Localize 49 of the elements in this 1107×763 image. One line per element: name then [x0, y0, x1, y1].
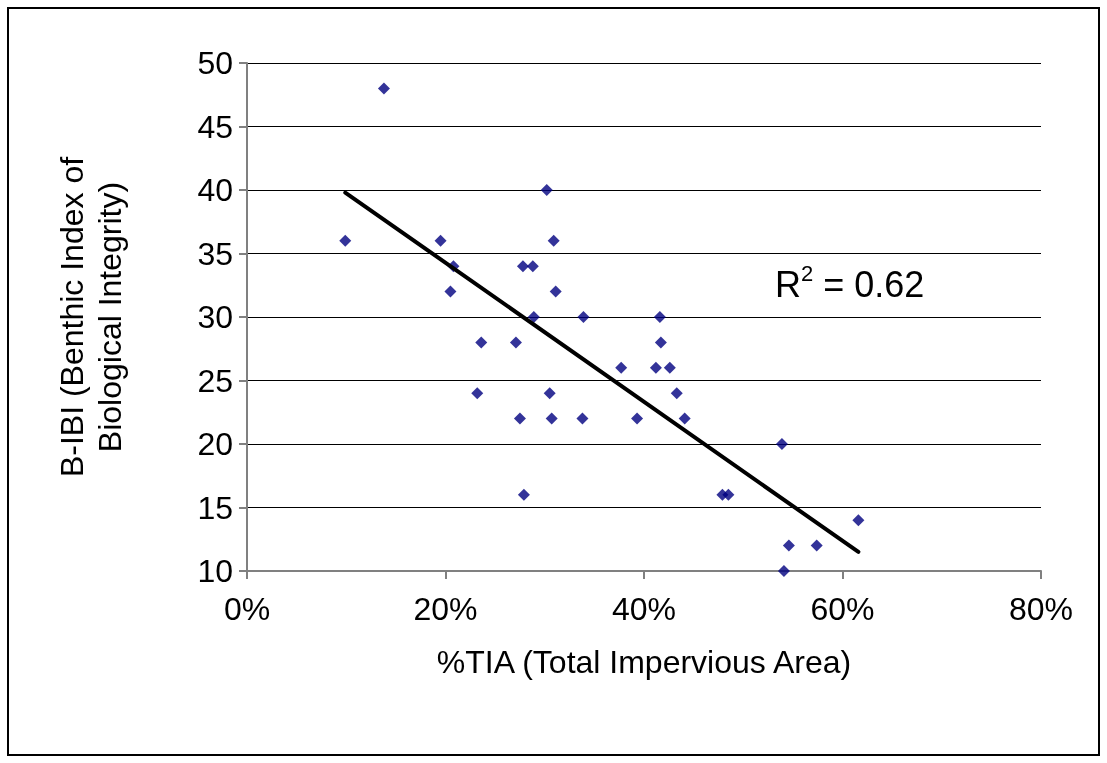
- point: [513, 412, 526, 425]
- point: [526, 260, 539, 273]
- y-tick-label: 40: [197, 172, 233, 208]
- point: [810, 539, 823, 552]
- point: [777, 565, 790, 577]
- point: [444, 285, 457, 298]
- point: [377, 82, 390, 95]
- point: [543, 387, 556, 400]
- y-tick-label: 20: [197, 426, 233, 462]
- point: [339, 234, 352, 247]
- y-tick-label: 45: [197, 108, 233, 145]
- point: [775, 438, 788, 450]
- x-tick-label: 80%: [1008, 591, 1074, 627]
- x-tick-label: 0%: [223, 591, 271, 627]
- point: [722, 488, 735, 501]
- point: [471, 387, 484, 400]
- point: [577, 311, 590, 323]
- point: [615, 361, 628, 374]
- y-tick-label: 50: [197, 45, 233, 81]
- y-tick-label: 35: [197, 235, 233, 272]
- point: [540, 184, 553, 196]
- x-axis-title: %TIA (Total Impervious Area): [436, 644, 852, 680]
- y-tick-label: 25: [197, 362, 233, 399]
- point: [516, 260, 529, 273]
- point: [654, 336, 667, 349]
- y-axis-title: B-IBI (Benthic Index of Biological Integrity): [54, 156, 128, 478]
- point: [475, 336, 488, 349]
- point: [670, 387, 683, 400]
- point: [782, 539, 795, 552]
- point: [517, 488, 530, 501]
- x-tick-label: 60%: [810, 591, 875, 627]
- point: [434, 234, 447, 247]
- point: [545, 412, 558, 425]
- point: [653, 311, 666, 323]
- point: [631, 412, 644, 425]
- point: [509, 336, 522, 349]
- point: [549, 285, 562, 298]
- point: [576, 412, 589, 425]
- x-tick-label: 20%: [413, 591, 478, 627]
- y-tick-label: 15: [197, 489, 233, 526]
- point: [527, 311, 540, 323]
- y-tick-label: 10: [197, 553, 233, 589]
- point: [678, 412, 691, 425]
- point: [663, 361, 676, 374]
- point: [852, 514, 865, 527]
- point: [649, 361, 662, 374]
- point: [547, 234, 560, 247]
- x-tick-label: 40%: [611, 591, 677, 627]
- y-tick-label: 30: [197, 299, 233, 335]
